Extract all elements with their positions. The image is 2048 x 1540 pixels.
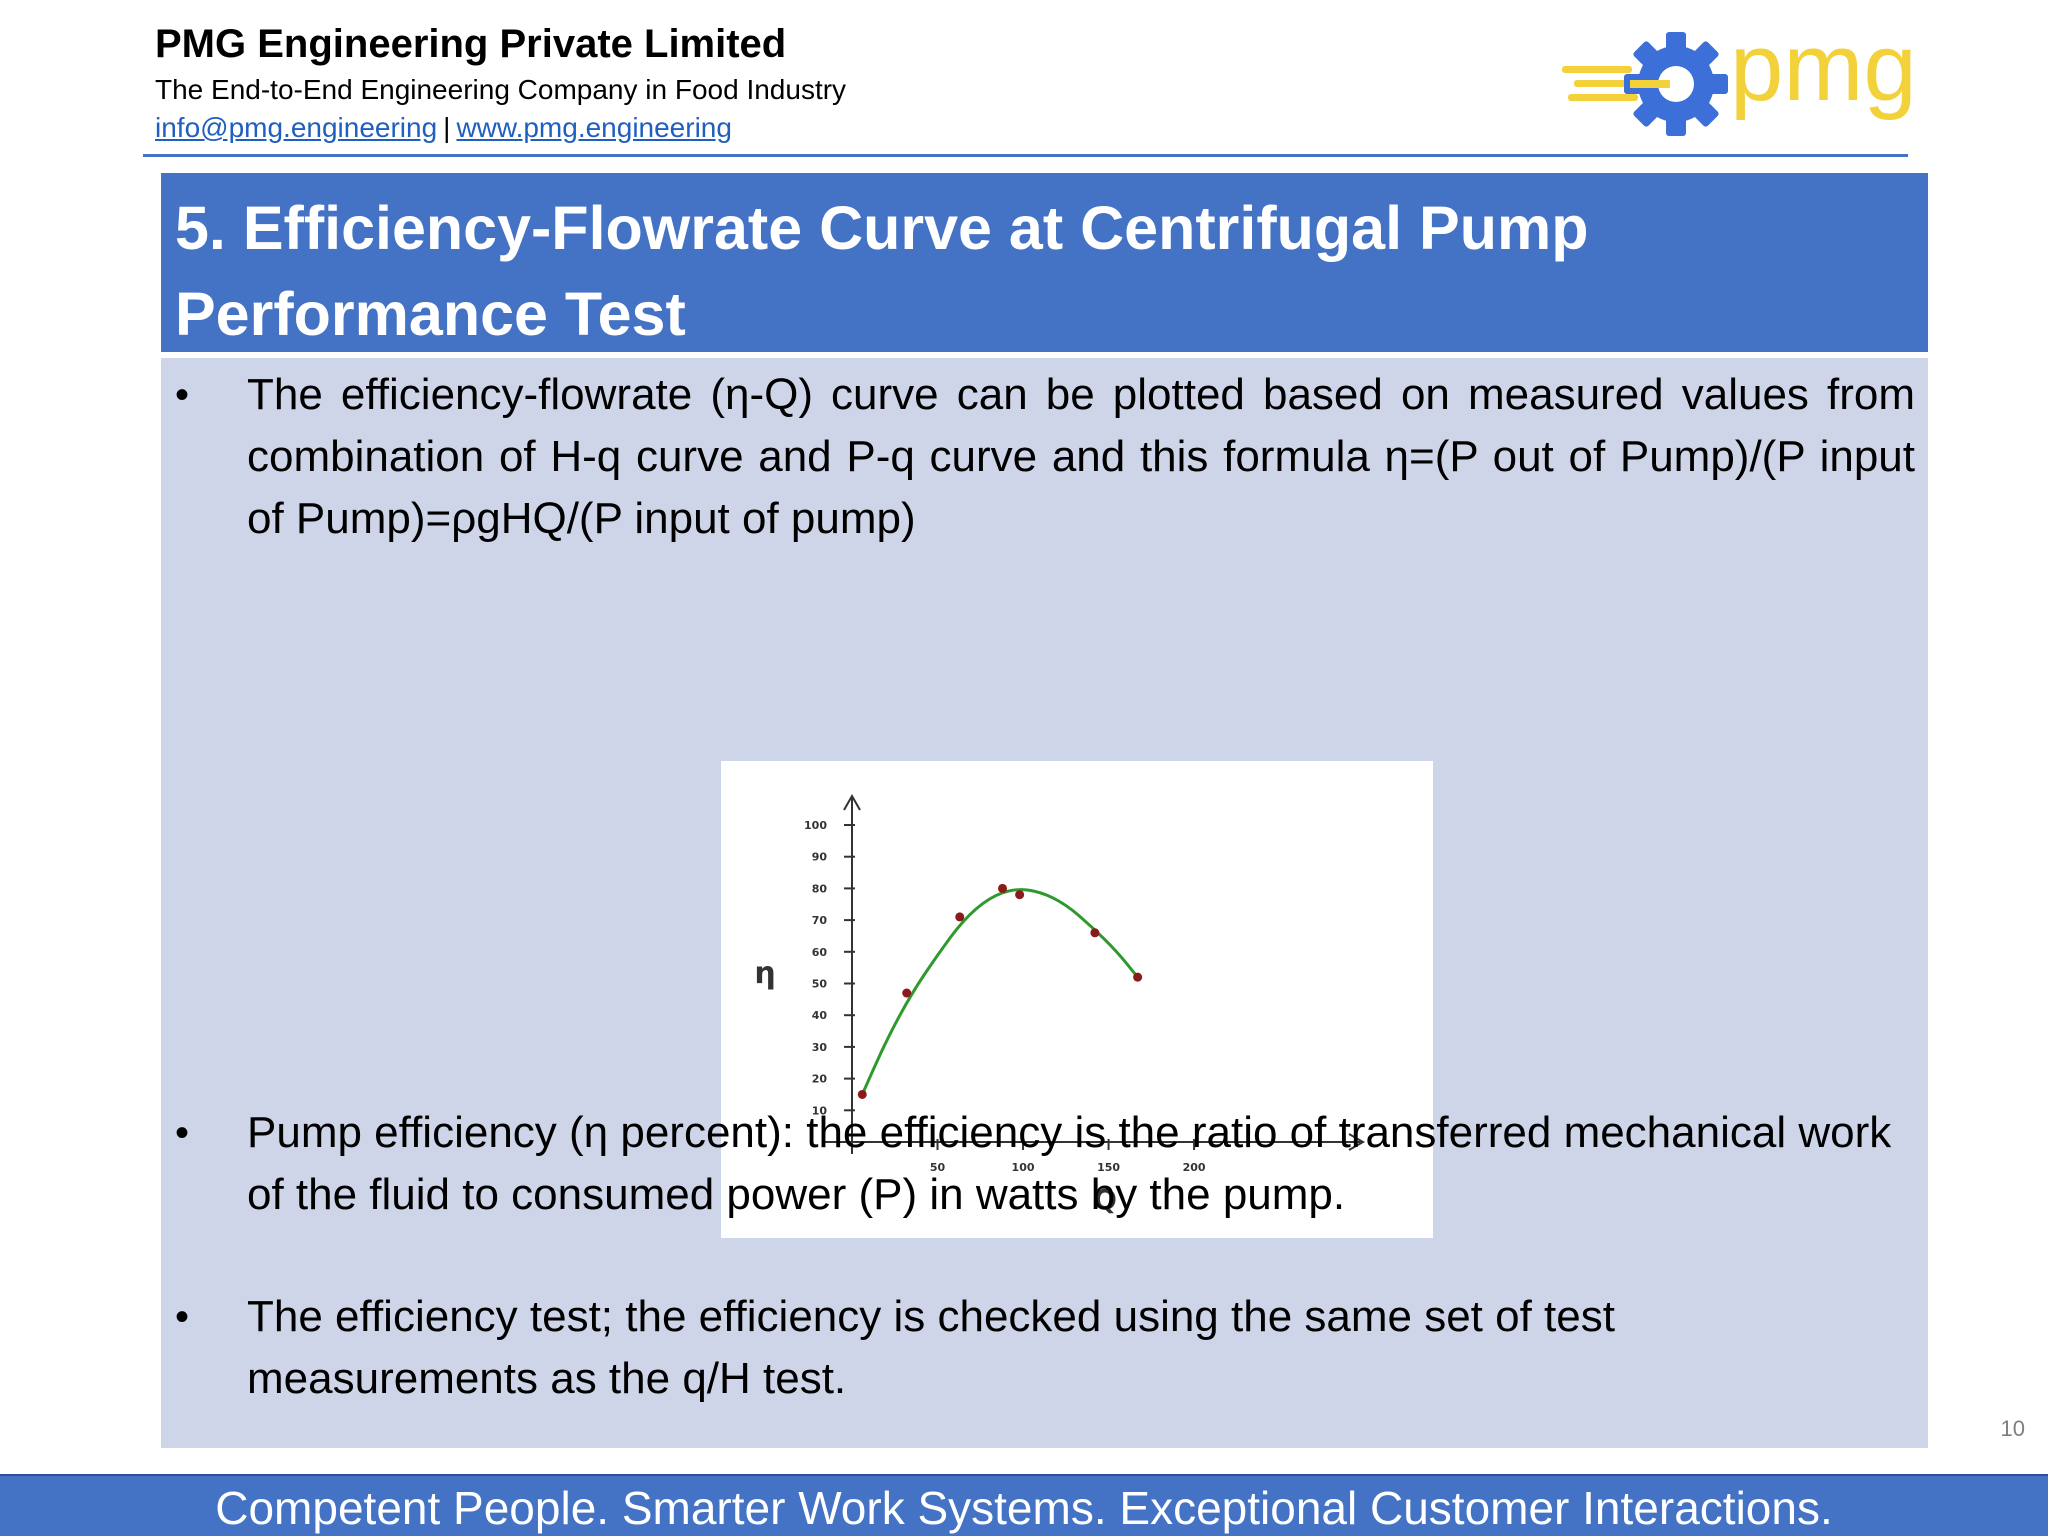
x-tick-label: 200: [1183, 1161, 1206, 1174]
contact-separator: |: [443, 112, 451, 143]
x-tick-label: 150: [1097, 1161, 1120, 1174]
x-tick-label: 50: [930, 1161, 946, 1174]
website-link[interactable]: www.pmg.engineering: [456, 112, 732, 143]
footer-divider: [0, 1474, 2048, 1476]
data-point: [902, 988, 912, 998]
content-panel: 5. Efficiency-Flowrate Curve at Centrifu…: [161, 173, 1928, 1448]
y-tick-label: 10: [812, 1104, 828, 1117]
bullet-text: The efficiency test; the efficiency is c…: [247, 1292, 1615, 1403]
x-tick-label: 100: [1012, 1161, 1035, 1174]
bullet-item: • Pump efficiency (η percent): the effic…: [175, 1102, 1915, 1226]
y-tick-label: 90: [812, 851, 828, 864]
logo-wordmark: pmg: [1730, 22, 1917, 121]
bullet-text: Pump efficiency (η percent): the efficie…: [247, 1108, 1892, 1219]
footer-bar: Competent People. Smarter Work Systems. …: [0, 1476, 2048, 1536]
bullet-text: The efficiency-flowrate (η-Q) curve can …: [247, 370, 1915, 543]
logo-speed-lines: [1562, 66, 1638, 101]
y-tick-label: 100: [804, 819, 827, 832]
data-point: [1015, 890, 1025, 900]
bullet-item: • The efficiency test; the efficiency is…: [175, 1286, 1915, 1410]
bullet-marker: •: [175, 373, 190, 417]
y-tick-label: 80: [812, 882, 828, 895]
x-axis-label: Q: [1093, 1183, 1117, 1216]
bullet-item: • The efficiency-flowrate (η-Q) curve ca…: [175, 364, 1915, 550]
y-tick-label: 50: [812, 978, 828, 991]
gear-icon: [1624, 32, 1728, 136]
slide-title-line2: Performance Test: [175, 280, 686, 348]
y-tick-label: 60: [812, 946, 828, 959]
data-point: [1133, 972, 1143, 982]
footer-slogan: Competent People. Smarter Work Systems. …: [215, 1482, 1833, 1534]
y-axis-arrow: [843, 793, 861, 811]
contact-line: info@pmg.engineering | www.pmg.engineering: [155, 111, 732, 145]
y-tick-label: 20: [812, 1073, 828, 1086]
y-tick-label: 70: [812, 914, 828, 927]
y-tick-label: 30: [812, 1041, 828, 1054]
bullet-marker: •: [175, 1111, 190, 1155]
slide-title: 5. Efficiency-Flowrate Curve at Centrifu…: [161, 173, 1928, 352]
data-point: [955, 912, 965, 922]
slide-title-line1: 5. Efficiency-Flowrate Curve at Centrifu…: [175, 194, 1589, 262]
pmg-logo: pmg: [1558, 22, 1918, 142]
y-tick-label: 40: [812, 1009, 828, 1022]
x-axis-arrow: [1348, 1133, 1366, 1151]
bullet-marker: •: [175, 1295, 190, 1339]
y-axis-label: η: [754, 956, 775, 991]
data-point: [998, 883, 1008, 893]
email-link[interactable]: info@pmg.engineering: [155, 112, 438, 143]
data-point: [1090, 928, 1100, 938]
fit-curve-line: [860, 888, 1139, 1096]
data-point: [857, 1089, 867, 1099]
header-divider: [143, 154, 1908, 157]
company-name: PMG Engineering Private Limited: [155, 22, 787, 66]
efficiency-flowrate-chart: 10 20 30 40 50 60 70 80 90 100 50 100 150 200 η Q: [721, 761, 1433, 1238]
title-divider: [161, 352, 1928, 358]
page-number: 10: [2000, 1416, 2025, 1441]
chart-svg: 10 20 30 40 50 60 70 80 90 100 50 100 150 200 η Q: [754, 793, 1366, 1216]
company-tagline: The End-to-End Engineering Company in Fo…: [155, 74, 847, 105]
